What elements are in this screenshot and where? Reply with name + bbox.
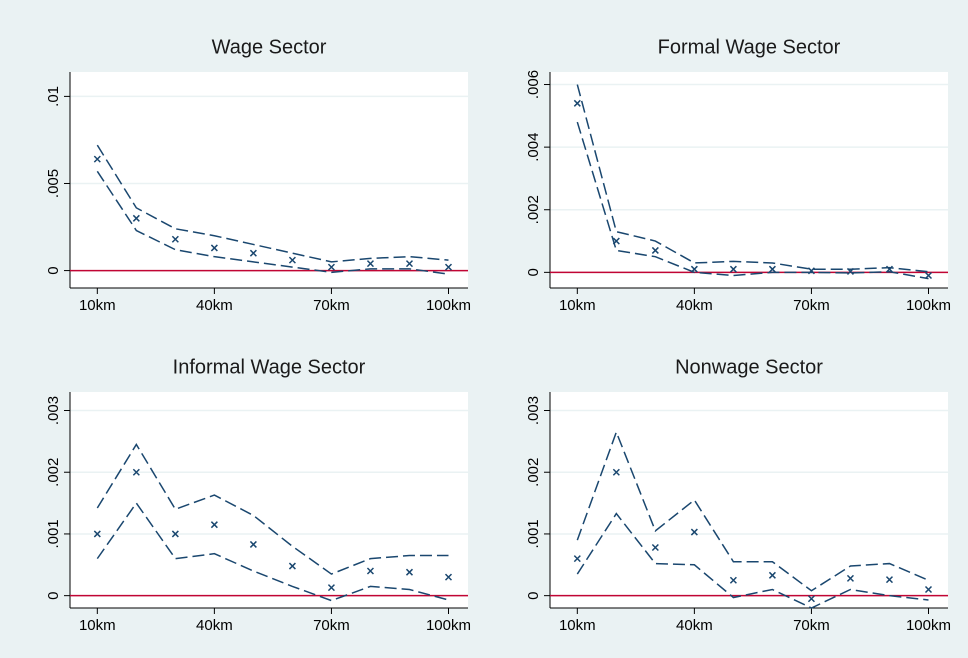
y-tick-label: .005 (45, 169, 62, 198)
point-marker (366, 260, 374, 268)
point-marker (768, 571, 776, 579)
x-tick-label: 40km (196, 617, 233, 634)
point-marker (690, 528, 698, 536)
x-tick-label: 40km (676, 617, 713, 634)
point-marker (846, 574, 854, 582)
point-marker (924, 271, 933, 280)
x-tick-label: 70km (793, 617, 830, 634)
y-tick-label: 0 (525, 268, 542, 276)
confidence-line (96, 144, 449, 263)
y-tick-label: 0 (525, 591, 542, 599)
point-marker (807, 595, 815, 603)
panel: Wage Sector 0 .005 .01 10km 40km 70km 100km (45, 36, 471, 314)
panel: Nonwage Sector 0 .001 .002 .003 10km 40km 70km 1… (525, 356, 951, 634)
y-tick-label: .004 (525, 133, 542, 162)
confidence-line (96, 443, 449, 575)
point-marker (171, 530, 179, 538)
x-tick-label: 100km (426, 617, 471, 634)
x-tick-label: 70km (313, 617, 350, 634)
y-tick-label: .01 (45, 86, 62, 107)
point-marker (444, 573, 453, 581)
x-tick-label: 100km (426, 297, 471, 314)
y-tick-label: 0 (45, 266, 62, 274)
point-marker (924, 585, 933, 594)
point-marker (288, 256, 296, 264)
point-marker (651, 543, 659, 552)
chart-title: Formal Wage Sector (658, 36, 841, 58)
plot-area (550, 72, 948, 288)
confidence-line (576, 512, 929, 609)
point-marker (729, 576, 737, 584)
x-tick-label: 10km (559, 297, 596, 314)
point-marker (573, 99, 581, 107)
confidence-line (96, 170, 449, 275)
point-marker (768, 265, 776, 273)
x-tick-label: 70km (793, 297, 830, 314)
x-tick-label: 10km (79, 297, 116, 314)
confidence-line (96, 501, 449, 602)
chart-title: Wage Sector (212, 36, 327, 58)
point-marker (405, 260, 414, 268)
x-tick-label: 70km (313, 297, 350, 314)
point-marker (249, 540, 257, 548)
point-marker (729, 265, 737, 273)
x-tick-label: 10km (79, 617, 116, 634)
point-marker (210, 244, 218, 252)
plot-area (550, 392, 948, 608)
y-tick-label: 0 (45, 591, 62, 599)
x-tick-label: 10km (559, 617, 596, 634)
point-marker (573, 555, 581, 563)
point-marker (405, 568, 414, 576)
chart-title: Informal Wage Sector (173, 356, 366, 378)
y-tick-label: .001 (525, 519, 542, 548)
plot-area (70, 72, 468, 288)
point-marker (444, 263, 453, 271)
confidence-line (576, 121, 929, 280)
y-tick-label: .002 (45, 458, 62, 487)
y-tick-label: .001 (45, 519, 62, 548)
point-marker (366, 567, 374, 575)
point-marker (612, 468, 620, 476)
point-marker (327, 584, 335, 592)
confidence-line (576, 84, 929, 273)
point-marker (327, 263, 335, 271)
y-tick-label: .006 (525, 70, 542, 99)
y-tick-label: .003 (525, 396, 542, 425)
point-marker (93, 155, 101, 163)
plot-area (70, 392, 468, 608)
x-tick-label: 100km (906, 297, 951, 314)
chart-title: Nonwage Sector (675, 356, 823, 378)
point-marker (210, 521, 218, 529)
point-marker (288, 562, 296, 570)
point-marker (132, 468, 140, 476)
confidence-line (576, 429, 929, 592)
panel: Informal Wage Sector 0 .001 .002 .003 10km 40k… (45, 356, 471, 634)
point-marker (93, 530, 101, 538)
y-tick-label: .003 (45, 396, 62, 425)
x-tick-label: 100km (906, 617, 951, 634)
panel: Formal Wage Sector 0 .002 .004 .006 10km 40km 7… (525, 36, 951, 314)
y-tick-label: .002 (525, 195, 542, 224)
y-tick-label: .002 (525, 458, 542, 487)
point-marker (249, 249, 257, 257)
point-marker (132, 214, 140, 222)
point-marker (885, 576, 894, 584)
x-tick-label: 40km (196, 297, 233, 314)
x-tick-label: 40km (676, 297, 713, 314)
point-marker (651, 246, 659, 254)
point-marker (171, 235, 179, 243)
